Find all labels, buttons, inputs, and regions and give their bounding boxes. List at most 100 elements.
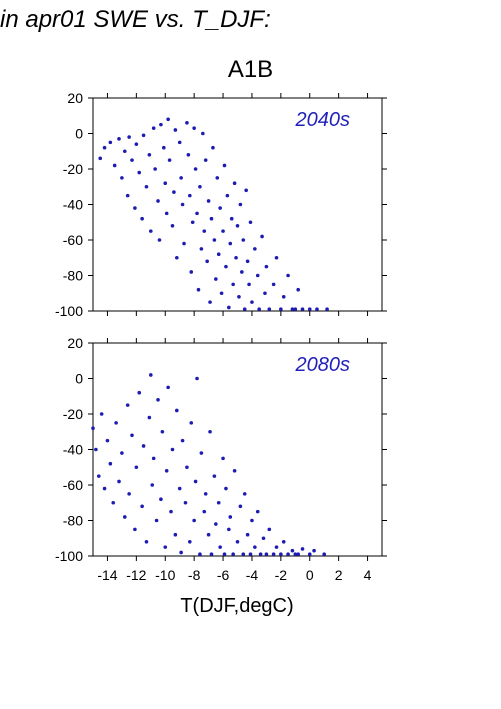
scatter-point: [296, 552, 300, 557]
x-tick-label: -10: [155, 567, 175, 583]
scatter-point: [201, 131, 205, 136]
y-tick-label: -40: [63, 442, 83, 458]
scatter-point: [238, 202, 243, 207]
scatter-point: [245, 259, 250, 264]
scatter-point: [293, 307, 298, 312]
scatter-point: [228, 515, 233, 519]
scatter-point: [144, 184, 149, 189]
y-tick-label: -80: [63, 268, 83, 284]
scatter-point: [130, 158, 134, 162]
scatter-point: [195, 211, 199, 216]
y-tick-label: 20: [67, 90, 83, 106]
scatter-point: [274, 545, 279, 549]
y-tick-label: 0: [75, 126, 83, 142]
scatter-point: [244, 188, 248, 193]
scatter-point: [205, 259, 209, 264]
scatter-point: [120, 176, 124, 180]
scatter-point: [137, 170, 142, 175]
scatter-point: [242, 492, 247, 496]
scatter-point: [281, 540, 286, 544]
scatter-point: [215, 176, 220, 180]
scatter-point: [162, 145, 166, 150]
x-tick-label: -8: [188, 567, 201, 583]
scatter-point: [125, 403, 130, 407]
scatter-point: [105, 438, 110, 443]
scatter-point: [225, 193, 230, 198]
scatter-point: [248, 552, 253, 557]
scatter-point: [99, 412, 104, 416]
scatter-point: [179, 550, 183, 555]
scatter-point: [238, 504, 243, 509]
scatter-point: [271, 552, 276, 557]
scatter-point: [228, 241, 233, 246]
scatter-point: [218, 206, 222, 210]
scatter-point: [224, 486, 228, 491]
scatter-point: [267, 307, 272, 312]
scatter-point: [154, 518, 159, 523]
scatter-point: [232, 181, 237, 185]
scatter-point: [203, 158, 208, 162]
scatter-point: [279, 307, 283, 312]
scatter-point: [185, 465, 189, 470]
scatter-point: [221, 456, 225, 461]
scatter-point: [250, 300, 254, 304]
scatter-point: [108, 140, 113, 145]
scatter-point: [150, 483, 155, 487]
scatter-point: [219, 291, 224, 296]
scatter-point: [231, 282, 235, 287]
scatter-point: [163, 181, 168, 185]
scatter-point: [221, 229, 225, 233]
scatter-point: [189, 421, 194, 425]
scatter-point: [267, 527, 272, 532]
scatter-point: [290, 307, 295, 312]
scatter-point: [140, 504, 144, 509]
scatter-point: [255, 273, 260, 278]
scatter-point: [179, 176, 183, 180]
scatter-point: [169, 509, 173, 514]
scatter-point: [247, 282, 251, 287]
scatter-point: [94, 447, 98, 452]
scatter-point: [173, 532, 178, 537]
scatter-point: [166, 117, 170, 122]
scatter-point: [290, 548, 295, 553]
y-tick-label: -20: [63, 161, 83, 177]
scatter-point: [240, 270, 244, 274]
scatter-point: [214, 522, 218, 526]
scatter-point: [222, 163, 227, 168]
scatter-point: [227, 305, 231, 310]
scatter-point: [195, 376, 199, 381]
scatter-point: [192, 126, 196, 130]
y-tick-label: -40: [63, 197, 83, 213]
scatter-point: [149, 229, 153, 233]
scatter-point: [117, 137, 121, 141]
scatter-point: [175, 255, 179, 260]
scatter-point: [198, 184, 202, 189]
scatter-point: [167, 158, 172, 162]
scatter-point: [134, 465, 139, 470]
scatter-point: [144, 540, 149, 544]
x-tick-label: -6: [217, 567, 230, 583]
scatter-point: [307, 552, 312, 557]
x-tick-label: -2: [275, 567, 288, 583]
scatter-point: [206, 532, 211, 537]
scatter-point: [177, 486, 182, 491]
scatter-point: [102, 145, 107, 150]
panel-2040s: 20 0 -20 -40 -60 -80 -100 2040s: [55, 90, 387, 319]
scatter-point: [98, 156, 103, 161]
scatter-point: [164, 469, 169, 473]
scatter-point: [202, 229, 207, 233]
scatter-point: [102, 486, 107, 491]
x-tick-label: 4: [364, 567, 372, 583]
scatter-point: [189, 270, 194, 274]
scatter-point: [315, 307, 319, 312]
scatter-point: [147, 415, 152, 420]
scatter-point: [212, 474, 217, 478]
scatter-point: [190, 220, 195, 225]
scatter-point: [163, 545, 168, 549]
x-axis-label: T(DJF,degC): [180, 595, 294, 617]
scatter-point: [198, 552, 202, 557]
scatter-point: [147, 153, 152, 157]
scatter-point: [237, 295, 241, 299]
scatter-point: [250, 518, 254, 523]
